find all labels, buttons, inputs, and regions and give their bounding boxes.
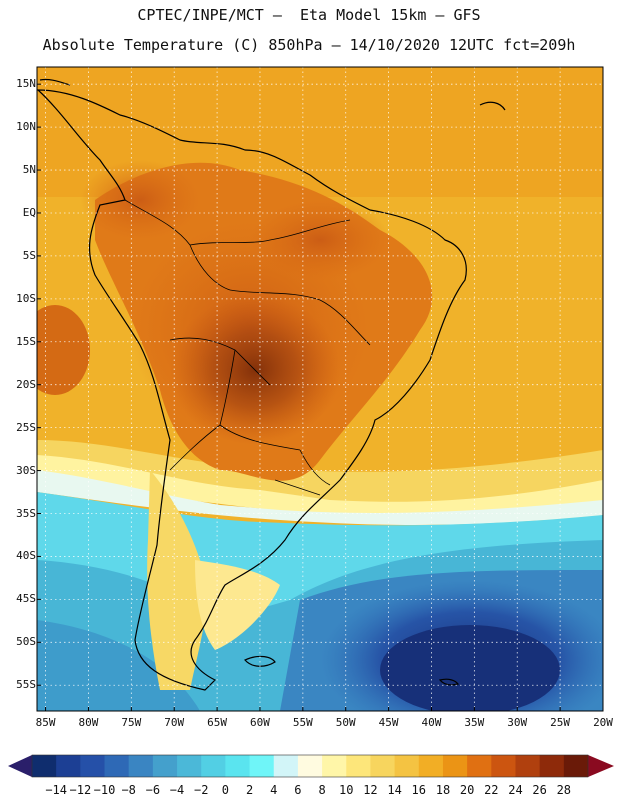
- colorbar-label: −12: [69, 783, 92, 797]
- colorbar-swatch: [80, 755, 106, 777]
- colorbar-swatch: [418, 755, 444, 777]
- colorbar-label: 6: [294, 783, 302, 797]
- colorbar-swatch: [128, 755, 154, 777]
- colorbar-label: 28: [556, 783, 572, 797]
- colorbar-swatch: [467, 755, 492, 777]
- colorbar-high-arrow: [588, 755, 614, 777]
- colorbar-swatch: [563, 755, 589, 777]
- colorbar-label: 10: [339, 783, 354, 797]
- colorbar-swatch: [539, 755, 565, 777]
- lon-label: 80W: [78, 716, 99, 729]
- colorbar-swatch: [56, 755, 81, 777]
- lat-label: 10N: [16, 120, 36, 134]
- map-title-line2: Absolute Temperature (C) 850hPa – 14/10/…: [42, 36, 576, 54]
- lat-label: 35S: [16, 506, 36, 520]
- lon-label: 65W: [207, 716, 228, 729]
- lon-label: 85W: [35, 716, 56, 729]
- colorbar-swatch: [515, 755, 541, 777]
- colorbar-swatch: [297, 755, 323, 777]
- lat-label: 5N: [22, 163, 36, 177]
- lon-label: 40W: [421, 716, 442, 729]
- lat-label: 55S: [16, 678, 36, 692]
- colorbar-label: 8: [318, 783, 326, 797]
- lat-label: 25S: [16, 420, 36, 434]
- colorbar-frame: [31, 754, 589, 778]
- colorbar: [8, 754, 614, 778]
- colorbar-label: 26: [532, 783, 547, 797]
- colorbar-swatch: [322, 755, 347, 777]
- lat-label: 45S: [16, 592, 36, 606]
- colorbar-swatch: [177, 755, 202, 777]
- lat-label: 15N: [16, 77, 36, 91]
- colorbar-label: −14: [45, 783, 68, 797]
- colorbar-swatch: [370, 755, 396, 777]
- colorbar-label: 24: [508, 783, 523, 797]
- colorbar-swatch: [394, 755, 420, 777]
- colorbar-swatch: [104, 755, 130, 777]
- lon-label: 30W: [507, 716, 528, 729]
- lon-label: 55W: [292, 716, 313, 729]
- lon-label: 60W: [250, 716, 270, 729]
- colorbar-label: −10: [93, 783, 116, 797]
- colorbar-swatch: [225, 755, 251, 777]
- axis-ticks: [37, 83, 604, 711]
- colorbar-swatch: [491, 755, 516, 777]
- colorbar-swatch: [346, 755, 371, 777]
- colorbar-swatch: [249, 755, 275, 777]
- lat-label: EQ: [22, 205, 36, 219]
- colorbar-label: 18: [435, 783, 451, 797]
- country-borders: [124, 199, 371, 496]
- colorbar-swatch: [32, 755, 57, 777]
- colorbar-label: −6: [145, 783, 161, 797]
- colorbar-label: 16: [411, 783, 426, 797]
- colorbar-label: 22: [484, 783, 499, 797]
- colorbar-swatch: [201, 755, 226, 777]
- colorbar-label: −4: [169, 783, 185, 797]
- lon-label: 50W: [335, 716, 356, 729]
- lon-label: 45W: [378, 716, 399, 729]
- colorbar-label: 0: [221, 783, 229, 797]
- plot-frame: [36, 66, 604, 712]
- lat-label: 40S: [16, 549, 36, 563]
- colorbar-label: 12: [363, 783, 378, 797]
- lat-label: 30S: [16, 463, 36, 477]
- coastlines: [37, 78, 506, 691]
- colorbar-label: 2: [245, 783, 254, 797]
- colorbar-label: 14: [387, 783, 402, 797]
- colorbar-label: −2: [193, 783, 209, 797]
- lon-label: 20W: [593, 716, 613, 729]
- lat-label: 5S: [22, 248, 36, 262]
- colorbar-label: 20: [459, 783, 475, 797]
- lon-label: 25W: [550, 716, 571, 729]
- lat-label: 10S: [16, 291, 36, 305]
- colorbar-swatch: [442, 755, 468, 777]
- colorbar-swatch: [152, 755, 178, 777]
- lat-label: 50S: [16, 635, 36, 649]
- map-title-line1: CPTEC/INPE/MCT – Eta Model 15km – GFS: [137, 6, 481, 24]
- lon-label: 75W: [121, 716, 142, 729]
- temperature-field: [37, 67, 603, 711]
- lat-label: 20S: [16, 377, 36, 391]
- lat-label: 15S: [16, 334, 36, 348]
- colorbar-label: −8: [121, 783, 136, 797]
- colorbar-low-arrow: [8, 755, 32, 777]
- colorbar-swatch: [273, 755, 299, 777]
- lon-label: 70W: [164, 716, 185, 729]
- lon-label: 35W: [464, 716, 485, 729]
- colorbar-label: 4: [270, 783, 278, 797]
